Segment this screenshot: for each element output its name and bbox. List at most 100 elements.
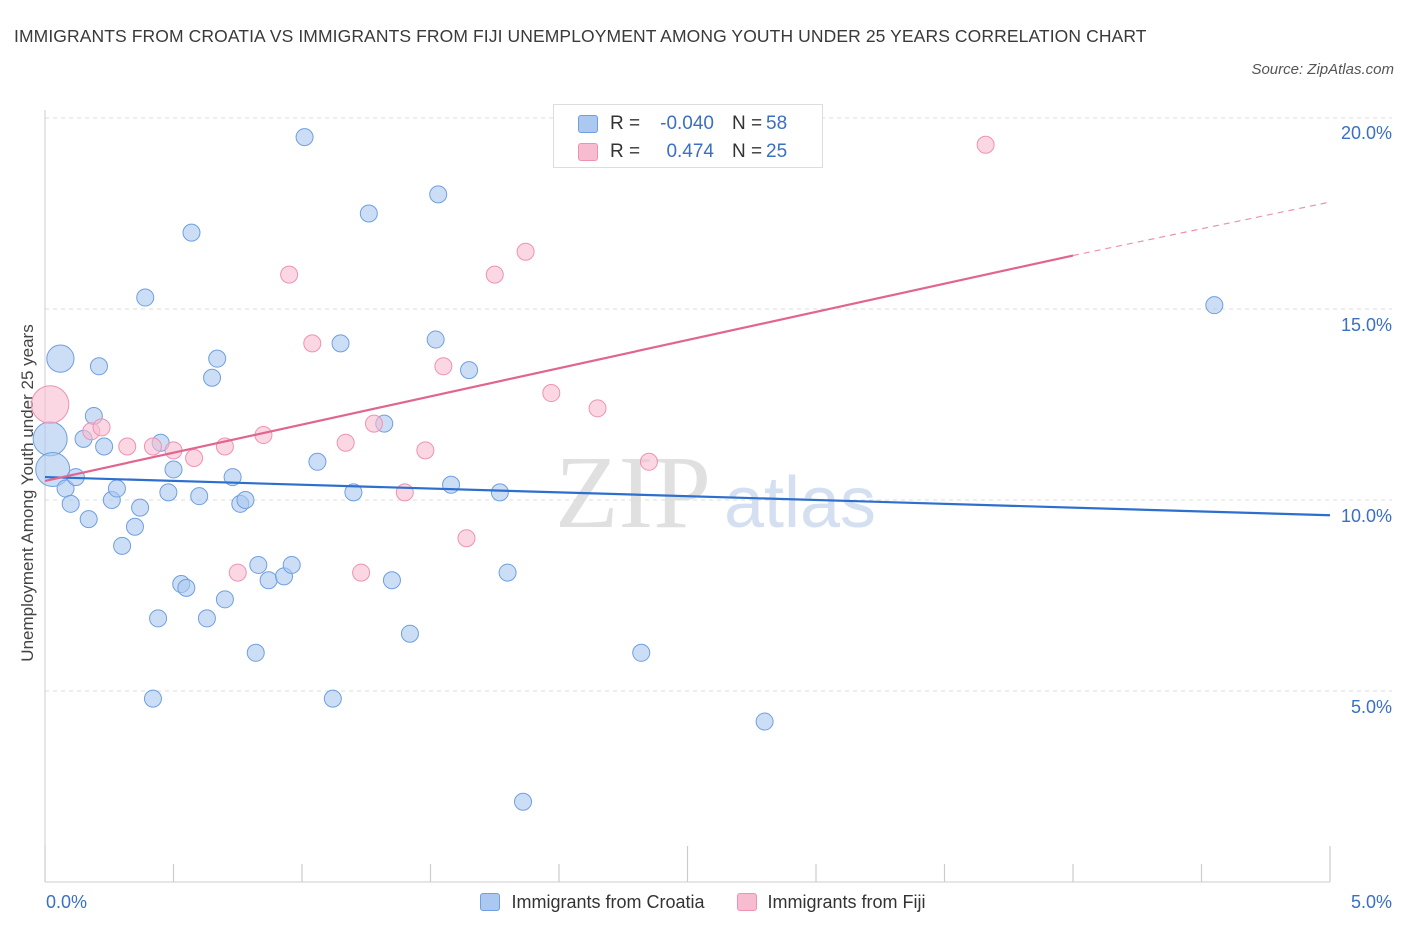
croatia-point [259,571,278,590]
axes [44,110,1331,883]
y-tick-label-10: 10.0% [1340,506,1392,526]
correlation-legend: R = -0.040 N = 58 R = 0.474 N = 25 [553,104,823,168]
croatia-point [755,712,774,731]
fiji-trend-extension [1072,201,1331,257]
croatia-point [197,609,216,628]
fiji-point [457,529,476,548]
legend-label-croatia: Immigrants from Croatia [511,891,705,912]
croatia-point [426,330,445,349]
croatia-point [246,643,265,662]
croatia-point [190,487,209,506]
croatia-legend-swatch [480,893,501,911]
fiji-point [588,399,607,418]
croatia-point [215,590,234,609]
croatia-point [400,624,419,643]
grid-lines [45,117,1392,692]
n-value-fiji: 25 [766,141,788,162]
watermark-atlas: atlas [724,463,876,543]
croatia-point [429,185,448,204]
fiji-point [185,448,204,467]
croatia-points [32,128,1224,811]
r-label: R = [610,113,641,134]
legend-label-fiji: Immigrants from Fiji [767,891,926,912]
croatia-point [125,517,144,536]
fiji-point [364,414,383,433]
fiji-trend-line [44,254,1074,482]
fiji-legend-swatch [736,893,757,911]
x-tick-label-max: 5.0% [1350,892,1392,912]
croatia-point [46,344,75,373]
fiji-point [395,483,414,502]
fiji-point [336,433,355,452]
fiji-point [639,452,658,471]
n-label: N = [732,141,763,162]
fiji-point [228,563,247,582]
fiji-point [280,265,299,284]
croatia-point [282,555,301,574]
fiji-point [516,242,535,261]
croatia-point [308,452,327,471]
croatia-point [249,555,268,574]
croatia-point [344,483,363,502]
croatia-point [107,479,126,498]
croatia-point [149,609,168,628]
croatia-point [131,498,150,517]
croatia-point [382,571,401,590]
croatia-point [95,437,114,456]
y-tick-label-5: 5.0% [1350,697,1392,717]
croatia-trend-line [44,475,1331,517]
croatia-point [295,128,314,147]
fiji-point [434,357,453,376]
fiji-point [143,437,162,456]
legend-item-fiji: Immigrants from Fiji [736,891,926,913]
croatia-point [79,510,98,529]
croatia-point [223,468,242,487]
croatia-point [490,483,509,502]
fiji-point [542,384,561,403]
croatia-point [632,643,651,662]
r-value-croatia: -0.040 [660,113,714,134]
croatia-point [208,349,227,368]
fiji-point [416,441,435,460]
legend-item-croatia: Immigrants from Croatia [480,891,705,913]
croatia-point [143,689,162,708]
x-tick-label-min: 0.0% [46,892,88,912]
trend-lines [44,201,1331,517]
legend-row-croatia: R = -0.040 N = 58 [578,112,787,136]
fiji-point [352,563,371,582]
croatia-point [514,792,533,811]
r-label: R = [610,141,641,162]
croatia-point [159,483,178,502]
fiji-swatch [578,143,598,161]
n-label: N = [732,113,763,134]
fiji-point [118,437,137,456]
legend-row-fiji: R = 0.474 N = 25 [578,140,787,164]
fiji-point [976,135,995,154]
r-value-fiji: 0.474 [666,141,714,162]
croatia-point [164,460,183,479]
y-tick-label-15: 15.0% [1340,315,1392,335]
croatia-swatch [578,115,598,133]
croatia-point [182,223,201,242]
croatia-point [460,361,479,380]
croatia-point [61,494,80,513]
croatia-point [136,288,155,307]
croatia-point [89,357,108,376]
croatia-point [359,204,378,223]
croatia-point [442,475,461,494]
croatia-point [113,536,132,555]
y-tick-label-20: 20.0% [1340,123,1392,143]
chart-title: IMMIGRANTS FROM CROATIA VS IMMIGRANTS FR… [14,26,1147,46]
n-value-croatia: 58 [766,113,788,134]
watermark: ZIP atlas [555,435,876,550]
croatia-point [1205,296,1224,315]
series-legend: Immigrants from Croatia Immigrants from … [0,890,1406,914]
fiji-point [92,418,111,437]
croatia-point [331,334,350,353]
croatia-point [32,421,68,457]
fiji-point [30,385,70,424]
fiji-point [485,265,504,284]
croatia-point [323,689,342,708]
croatia-point [236,491,255,509]
croatia-point [177,578,196,597]
